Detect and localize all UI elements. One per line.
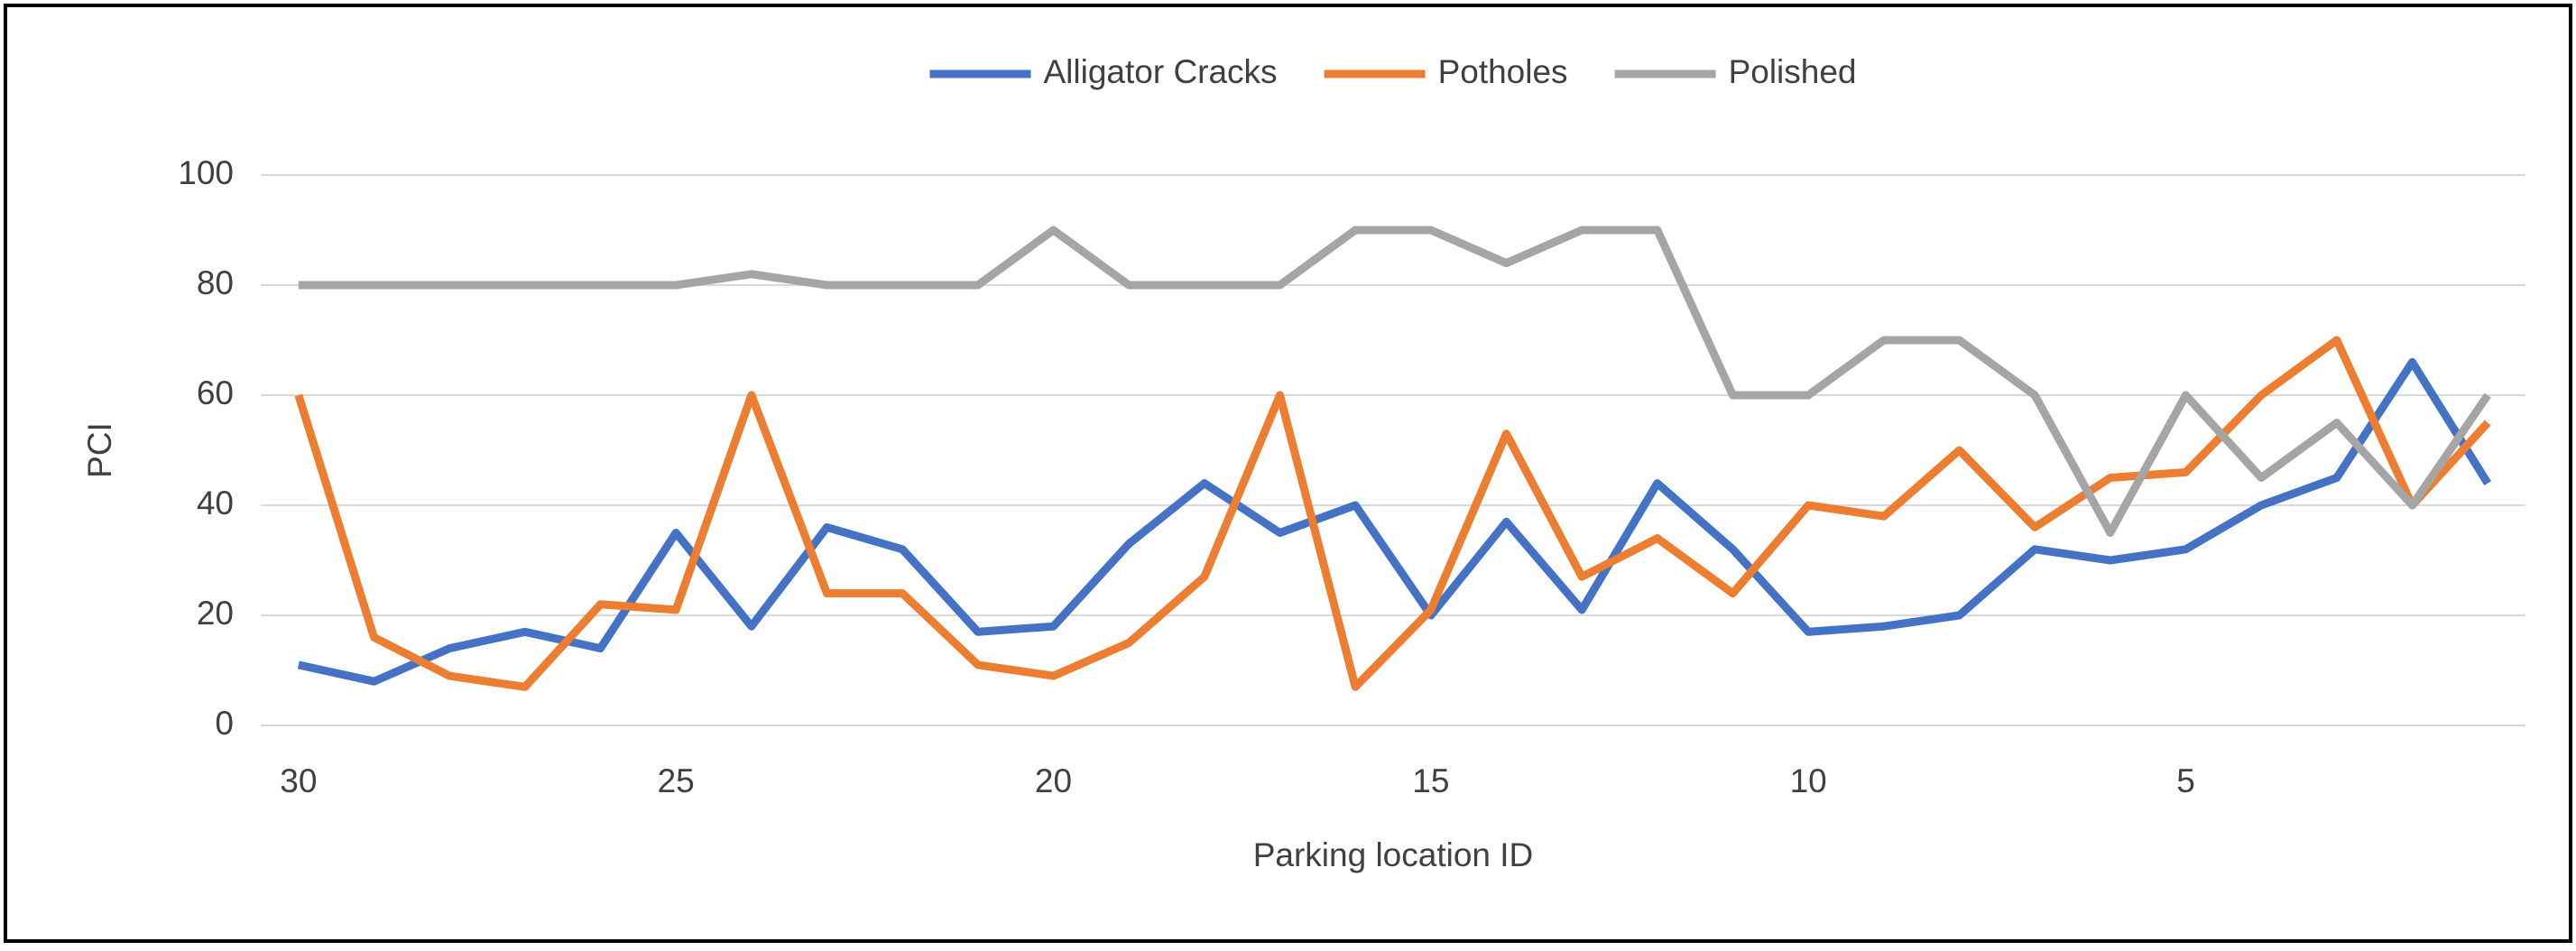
y-axis-label: PCI [81, 422, 118, 478]
x-tick-label: 15 [1412, 762, 1449, 799]
x-tick-label: 5 [2176, 762, 2195, 799]
data-line [298, 226, 2491, 537]
y-tick-label: 20 [197, 595, 234, 632]
legend-label: Alligator Cracks [1043, 53, 1277, 90]
x-tick-label: 20 [1035, 762, 1072, 799]
y-tick-label: 60 [197, 374, 234, 411]
legend-label: Potholes [1438, 53, 1568, 90]
y-tick-label: 0 [215, 705, 234, 742]
x-tick-label: 10 [1790, 762, 1827, 799]
x-axis-label: Parking location ID [1253, 836, 1534, 873]
x-tick-label: 25 [658, 762, 695, 799]
data-line [294, 336, 2491, 691]
y-tick-label: 40 [197, 485, 234, 522]
x-tick-label: 30 [280, 762, 317, 799]
data-line [297, 357, 2491, 686]
legend-label: Polished [1729, 53, 1857, 90]
y-tick-label: 100 [178, 154, 234, 191]
y-tick-label: 80 [197, 264, 234, 301]
